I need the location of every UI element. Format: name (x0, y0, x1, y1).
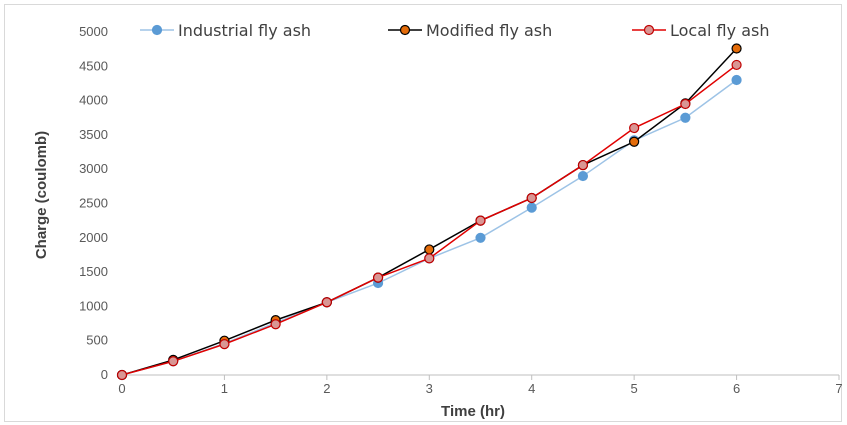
y-tick-label: 500 (86, 333, 108, 348)
data-point (219, 339, 230, 350)
data-point (577, 170, 589, 182)
data-point (680, 112, 691, 123)
x-tick-label: 1 (221, 381, 228, 396)
legend: Industrial fly ash Modified fly ash Local … (140, 21, 769, 40)
series-2 (116, 59, 742, 381)
x-tick-label: 2 (323, 381, 330, 396)
legend-item: Modified fly ash (388, 21, 552, 40)
y-tick-label: 4000 (79, 93, 108, 108)
legend-label: Local fly ash (670, 21, 769, 40)
x-tick-label: 5 (631, 381, 638, 396)
legend-marker (399, 24, 411, 36)
x-axis-title: Time (hr) (441, 403, 505, 420)
data-point (577, 159, 589, 171)
series-layer (116, 43, 742, 381)
x-tick-label: 0 (118, 381, 125, 396)
data-point (321, 297, 332, 308)
series-line (121, 47, 738, 376)
data-point (731, 74, 742, 86)
y-tick-label: 3500 (79, 127, 108, 142)
y-tick-label: 5000 (79, 24, 108, 39)
data-point (526, 192, 537, 204)
data-point (629, 136, 640, 147)
data-point (424, 253, 435, 264)
chart-frame (4, 4, 842, 422)
y-tick-label: 2000 (79, 230, 108, 245)
y-tick-label: 0 (101, 367, 108, 382)
x-tick-label: 3 (426, 381, 433, 396)
y-tick-label: 1000 (79, 298, 108, 313)
y-tick-label: 3000 (79, 161, 108, 176)
axes: 0 1 2 3 4 5 6 7 0 500 1000 1500 2000 2500 3000 3500 4000… (79, 24, 843, 396)
data-point (475, 215, 486, 226)
data-point (731, 43, 742, 54)
data-point (168, 356, 179, 367)
data-point (526, 202, 537, 213)
data-point (629, 122, 640, 134)
legend-label: Modified fly ash (426, 21, 552, 40)
legend-label: Industrial fly ash (178, 21, 311, 40)
data-point (475, 232, 486, 243)
legend-marker (151, 24, 163, 36)
data-point (731, 59, 742, 71)
x-tick-label: 4 (528, 381, 535, 396)
x-tick-label: 6 (733, 381, 740, 396)
y-tick-label: 4500 (79, 58, 108, 73)
data-point (116, 369, 128, 381)
legend-marker (643, 24, 655, 36)
x-tick-label: 7 (835, 381, 842, 396)
data-point (372, 272, 384, 283)
y-axis-title: Charge (coulomb) (33, 131, 50, 259)
series-line (121, 64, 738, 376)
y-tick-label: 2500 (79, 196, 108, 211)
series-1 (116, 43, 742, 381)
data-point (680, 98, 691, 110)
data-point (424, 244, 435, 255)
series-line (121, 79, 738, 376)
legend-item: Industrial fly ash (140, 21, 311, 40)
y-tick-label: 1500 (79, 264, 108, 279)
legend-item: Local fly ash (632, 21, 769, 40)
data-point (270, 319, 281, 330)
